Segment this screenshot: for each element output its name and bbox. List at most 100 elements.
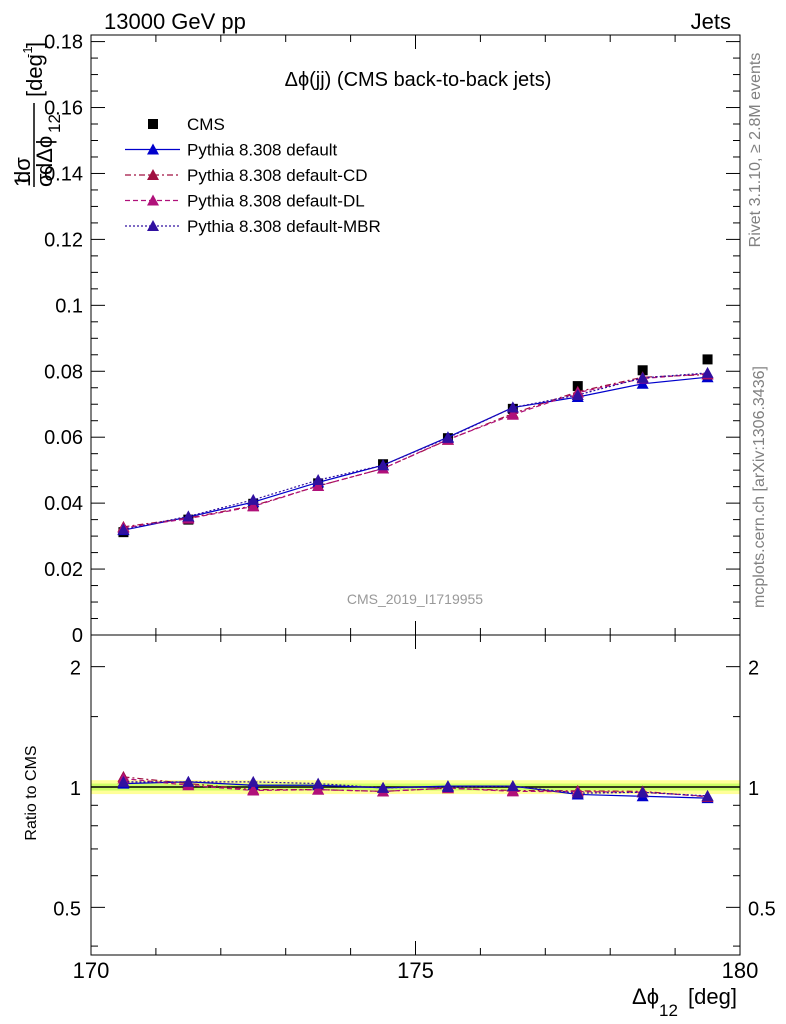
ratio-point xyxy=(247,784,260,796)
ratio-point xyxy=(441,781,454,793)
ratio-line xyxy=(123,777,708,797)
analysis-watermark: CMS_2019_I1719955 xyxy=(347,591,483,607)
data-point xyxy=(702,354,713,365)
legend-item: Pythia 8.308 default-DL xyxy=(125,192,365,211)
series-pythia-8-308-default xyxy=(117,371,714,536)
ratio-y-tick-label: 2 xyxy=(70,658,81,680)
mc-point xyxy=(312,474,325,486)
legend-marker-triangle xyxy=(147,220,159,231)
ylabel-unit: [deg xyxy=(22,54,47,97)
legend-label: Pythia 8.308 default xyxy=(187,141,338,160)
ratio-series xyxy=(117,770,714,804)
y-tick-label: 0.08 xyxy=(44,361,83,383)
series-line xyxy=(123,372,708,531)
xlabel-sub: 12 xyxy=(659,1001,678,1020)
mc-point xyxy=(117,523,130,535)
ylabel-den-sigma: σ xyxy=(32,173,57,187)
mc-point xyxy=(506,408,519,420)
legend: CMS Pythia 8.308 default Pythia 8.308 defa… xyxy=(125,115,381,236)
y-tick-label: 0.04 xyxy=(44,493,83,515)
ratio-ylabel: Ratio to CMS xyxy=(23,745,40,840)
main-x-ticks xyxy=(90,35,741,635)
mcplots-label: mcplots.cern.ch [arXiv:1306.3436] xyxy=(751,366,768,608)
main-series xyxy=(117,354,714,538)
y-tick-label: 0.12 xyxy=(44,229,83,251)
mc-point xyxy=(636,371,649,383)
legend-item: CMS xyxy=(148,115,225,134)
legend-label: Pythia 8.308 default-MBR xyxy=(187,217,381,236)
ratio-y-tick-label-right: 2 xyxy=(748,658,759,680)
legend-marker-triangle xyxy=(147,194,159,206)
main-y-ticks: 0 0.02 0.04 0.06 0.08 0.1 0.12 0.14 0.16 0.18 xyxy=(44,32,740,647)
ratio-y-ticks: 0.5 0.5 1 1 2 2 xyxy=(53,658,776,947)
ratio-line xyxy=(123,781,708,797)
series-line xyxy=(123,372,708,529)
y-tick-label: 0.14 xyxy=(44,163,83,185)
header-right: Jets xyxy=(691,9,731,34)
ratio-point xyxy=(182,775,195,787)
series-pythia-8-308-default-cd xyxy=(117,368,714,532)
y-tick-label: 0.1 xyxy=(55,295,83,317)
mc-point xyxy=(247,500,260,512)
y-axis-label: 1 dσ σ dΔϕ 12 [deg -1 ] xyxy=(10,42,64,187)
xlabel-main: Δϕ xyxy=(632,984,659,1009)
ratio-point xyxy=(377,781,390,793)
ratio-y-tick-label: 1 xyxy=(70,778,81,800)
x-axis-label: Δϕ 12 [deg] xyxy=(632,984,737,1020)
ratio-point xyxy=(117,775,130,787)
ratio-y-tick-label-right: 1 xyxy=(748,778,759,800)
mc-point xyxy=(441,431,454,443)
ratio-y-tick-label: 0.5 xyxy=(53,898,81,920)
ylabel-den-sub: 12 xyxy=(45,114,64,133)
legend-marker-triangle xyxy=(147,143,159,155)
mc-point xyxy=(571,389,584,400)
ratio-point xyxy=(636,786,649,798)
x-tick-label: 170 xyxy=(73,958,110,983)
series-pythia-8-308-default-dl xyxy=(117,367,714,533)
mc-point xyxy=(312,479,325,491)
legend-label: Pythia 8.308 default-DL xyxy=(187,192,365,211)
x-tick-label: 180 xyxy=(722,958,759,983)
ratio-point xyxy=(506,780,519,792)
y-tick-label: 0 xyxy=(72,625,83,647)
ylabel-unit-exp: -1 xyxy=(20,46,35,58)
series-pythia-8-308-default-mbr xyxy=(117,366,714,535)
xlabel-unit: [deg] xyxy=(688,984,737,1009)
data-point xyxy=(637,365,648,376)
y-tick-label: 0.02 xyxy=(44,559,83,581)
mc-point xyxy=(377,459,390,471)
series-line xyxy=(123,373,708,528)
legend-marker-triangle xyxy=(147,169,159,180)
ratio-point xyxy=(701,789,714,801)
mc-point xyxy=(506,401,519,413)
ratio-panel: 0.5 0.5 1 1 2 2 170 175 180 Ratio to CMS xyxy=(23,634,776,983)
mc-point xyxy=(182,510,195,522)
rivet-label: Rivet 3.1.10, ≥ 2.8M events xyxy=(747,53,764,248)
ylabel-num2: dσ xyxy=(10,157,35,183)
ratio-series-pythia-8-308-default-mbr xyxy=(117,775,714,801)
ratio-point xyxy=(571,787,584,799)
legend-item: Pythia 8.308 default xyxy=(125,141,338,160)
legend-label: Pythia 8.308 default-CD xyxy=(187,166,368,185)
x-tick-label: 175 xyxy=(397,958,434,983)
ylabel-den-rest: dΔϕ xyxy=(32,136,57,175)
ratio-point xyxy=(247,775,260,787)
legend-item: Pythia 8.308 default-MBR xyxy=(125,217,381,236)
ratio-point xyxy=(312,777,325,789)
chart-title: Δϕ(jj) (CMS back-to-back jets) xyxy=(285,69,552,91)
ylabel-num: 1 xyxy=(10,175,35,187)
y-tick-label: 0.16 xyxy=(44,98,83,120)
ratio-x-ticks: 170 175 180 xyxy=(73,635,759,983)
ylabel-unit-close: ] xyxy=(22,42,47,48)
ratio-y-tick-label-right: 0.5 xyxy=(748,898,776,920)
legend-label: CMS xyxy=(187,115,225,134)
legend-item: Pythia 8.308 default-CD xyxy=(125,166,368,185)
mc-point xyxy=(247,493,260,505)
mc-point xyxy=(701,366,714,378)
series-line xyxy=(123,376,708,531)
ratio-point xyxy=(312,783,325,795)
main-panel: 0 0.02 0.04 0.06 0.08 0.1 0.12 0.14 0.16 0.18 Δϕ(… xyxy=(44,32,741,647)
header-left: 13000 GeV pp xyxy=(104,9,246,34)
legend-marker-square xyxy=(148,119,158,129)
